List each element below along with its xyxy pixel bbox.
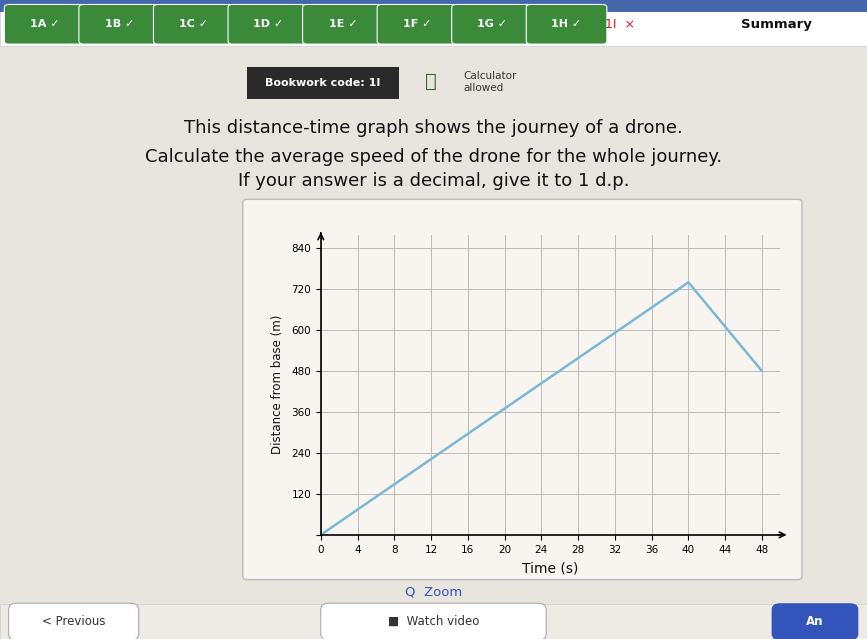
Text: 🖩: 🖩 bbox=[425, 72, 437, 91]
FancyBboxPatch shape bbox=[452, 4, 532, 44]
Y-axis label: Distance from base (m): Distance from base (m) bbox=[271, 315, 284, 454]
Bar bbox=[0, 0, 867, 46]
Text: 1A ✓: 1A ✓ bbox=[29, 19, 60, 29]
X-axis label: Time (s): Time (s) bbox=[522, 562, 579, 576]
Text: 1H ✓: 1H ✓ bbox=[551, 19, 582, 29]
Text: 1C ✓: 1C ✓ bbox=[179, 19, 208, 29]
Text: 1F ✓: 1F ✓ bbox=[403, 19, 432, 29]
FancyBboxPatch shape bbox=[4, 4, 85, 44]
Text: Calculate the average speed of the drone for the whole journey.: Calculate the average speed of the drone… bbox=[145, 148, 722, 166]
Text: This distance-time graph shows the journey of a drone.: This distance-time graph shows the journ… bbox=[184, 119, 683, 137]
FancyBboxPatch shape bbox=[526, 4, 607, 44]
Text: Bookwork code: 1I: Bookwork code: 1I bbox=[265, 78, 381, 88]
FancyBboxPatch shape bbox=[321, 603, 546, 639]
Text: 1E ✓: 1E ✓ bbox=[329, 19, 357, 29]
Text: ■  Watch video: ■ Watch video bbox=[388, 615, 479, 628]
Bar bbox=[247, 67, 399, 99]
Text: 1B ✓: 1B ✓ bbox=[105, 19, 134, 29]
Bar bbox=[0, 604, 867, 639]
Text: 1G ✓: 1G ✓ bbox=[477, 19, 507, 29]
FancyBboxPatch shape bbox=[228, 4, 309, 44]
Text: < Previous: < Previous bbox=[42, 615, 106, 628]
Text: An: An bbox=[806, 615, 824, 628]
FancyBboxPatch shape bbox=[153, 4, 234, 44]
FancyBboxPatch shape bbox=[377, 4, 458, 44]
FancyBboxPatch shape bbox=[9, 603, 139, 639]
Text: Q  Zoom: Q Zoom bbox=[405, 586, 462, 599]
FancyBboxPatch shape bbox=[303, 4, 383, 44]
Text: If your answer is a decimal, give it to 1 d.p.: If your answer is a decimal, give it to … bbox=[238, 173, 629, 190]
FancyBboxPatch shape bbox=[772, 603, 858, 639]
FancyBboxPatch shape bbox=[243, 199, 802, 580]
FancyBboxPatch shape bbox=[79, 4, 160, 44]
Text: 1I  ×: 1I × bbox=[605, 18, 636, 31]
Text: Summary: Summary bbox=[740, 18, 812, 31]
Text: 1D ✓: 1D ✓ bbox=[253, 19, 284, 29]
Text: Calculator
allowed: Calculator allowed bbox=[464, 70, 518, 93]
Bar bbox=[0, 0, 867, 12]
